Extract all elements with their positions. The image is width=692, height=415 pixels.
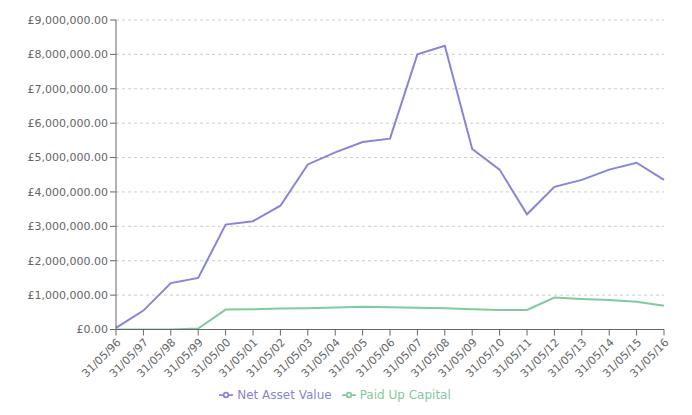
svg-text:31/05/08: 31/05/08 bbox=[408, 336, 453, 381]
svg-text:£0.00: £0.00 bbox=[77, 323, 109, 336]
svg-text:£9,000,000.00: £9,000,000.00 bbox=[28, 14, 108, 27]
svg-text:31/05/98: 31/05/98 bbox=[134, 336, 179, 381]
svg-text:31/05/07: 31/05/07 bbox=[380, 336, 425, 381]
svg-text:31/05/02: 31/05/02 bbox=[243, 336, 288, 381]
svg-text:31/05/15: 31/05/15 bbox=[600, 336, 645, 381]
svg-text:£5,000,000.00: £5,000,000.00 bbox=[28, 151, 108, 164]
svg-text:31/05/01: 31/05/01 bbox=[216, 336, 261, 381]
svg-text:31/05/05: 31/05/05 bbox=[326, 336, 371, 381]
svg-text:£4,000,000.00: £4,000,000.00 bbox=[28, 186, 108, 199]
svg-text:£8,000,000.00: £8,000,000.00 bbox=[28, 48, 108, 61]
html-text:Paid Up Capital: Paid Up Capital bbox=[359, 387, 451, 402]
svg-text:31/05/03: 31/05/03 bbox=[271, 336, 316, 381]
svg-text:31/05/04: 31/05/04 bbox=[298, 336, 343, 381]
svg-text:31/05/10: 31/05/10 bbox=[463, 336, 508, 381]
svg-text:31/05/99: 31/05/99 bbox=[161, 336, 206, 381]
html-text:Net Asset Value: Net Asset Value bbox=[237, 387, 332, 402]
svg-text:31/05/11: 31/05/11 bbox=[490, 336, 535, 381]
svg-text:31/05/14: 31/05/14 bbox=[572, 336, 617, 381]
svg-text:£2,000,000.00: £2,000,000.00 bbox=[28, 255, 108, 268]
svg-text:31/05/06: 31/05/06 bbox=[353, 336, 398, 381]
svg-text:31/05/97: 31/05/97 bbox=[106, 336, 151, 381]
svg-text:£1,000,000.00: £1,000,000.00 bbox=[28, 289, 108, 302]
svg-text:31/05/13: 31/05/13 bbox=[545, 336, 590, 381]
svg-text:31/05/16: 31/05/16 bbox=[628, 336, 672, 380]
svg-text:£3,000,000.00: £3,000,000.00 bbox=[28, 220, 108, 233]
svg-text:31/05/00: 31/05/00 bbox=[189, 336, 234, 381]
svg-text:£7,000,000.00: £7,000,000.00 bbox=[28, 83, 108, 96]
svg-text:31/05/09: 31/05/09 bbox=[435, 336, 480, 381]
svg-text:31/05/96: 31/05/96 bbox=[79, 336, 124, 381]
svg-text:£6,000,000.00: £6,000,000.00 bbox=[28, 117, 108, 130]
svg-text:31/05/12: 31/05/12 bbox=[517, 336, 562, 381]
